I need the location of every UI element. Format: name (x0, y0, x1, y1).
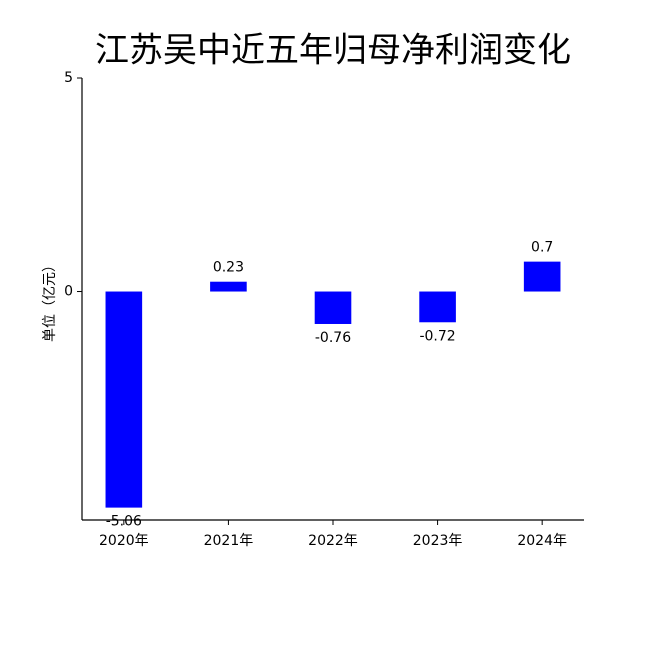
y-axis-label: 单位（亿元） (42, 258, 58, 342)
data-label: 0.23 (213, 260, 244, 276)
bar (105, 291, 143, 508)
data-label: 0.7 (531, 240, 553, 256)
x-tick-label: 2023年 (413, 533, 463, 549)
data-label: -0.76 (315, 330, 351, 346)
data-label: -0.72 (419, 328, 455, 344)
x-tick-label: 2024年 (517, 533, 567, 549)
x-tick-label: 2021年 (204, 533, 254, 549)
y-tick-label: 5 (64, 70, 73, 86)
chart-title: 江苏吴中近五年归母净利润变化 (95, 31, 571, 71)
data-label: -5.06 (106, 514, 142, 530)
bar (314, 291, 352, 324)
x-tick-label: 2022年 (308, 533, 358, 549)
x-tick-label: 2020年 (99, 533, 149, 549)
y-tick-label: 0 (64, 284, 73, 300)
bar (210, 281, 247, 292)
bar (523, 261, 561, 292)
bar (419, 291, 456, 323)
